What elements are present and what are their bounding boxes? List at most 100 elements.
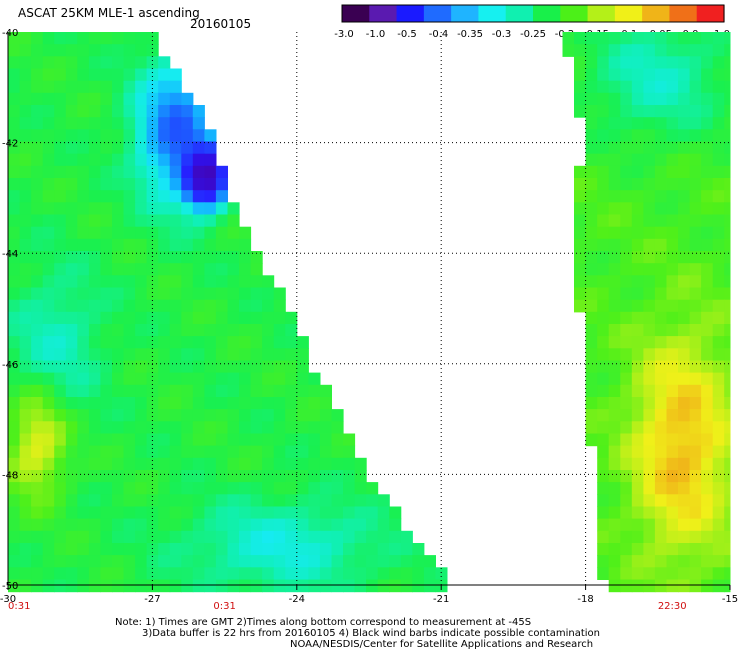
heatmap-cell — [631, 92, 644, 106]
heatmap-cell — [689, 80, 702, 94]
heatmap-cell — [135, 470, 148, 483]
heatmap-cell — [8, 202, 21, 215]
heatmap-cell — [8, 384, 21, 398]
heatmap-cell — [597, 457, 610, 471]
heatmap-cell — [54, 360, 67, 374]
heatmap-cell — [8, 433, 21, 447]
heatmap-cell — [678, 433, 691, 447]
heatmap-cell — [65, 299, 78, 313]
heatmap-cell — [112, 263, 125, 276]
heatmap-cell — [689, 494, 702, 507]
heatmap-cell — [100, 324, 113, 337]
heatmap-cell — [597, 190, 610, 203]
heatmap-cell — [724, 384, 731, 398]
heatmap-cell — [712, 56, 725, 69]
heatmap-cell — [8, 445, 21, 459]
heatmap-cell — [169, 360, 182, 374]
heatmap-cell — [135, 543, 148, 556]
heatmap-cell — [701, 226, 714, 240]
heatmap-cell — [631, 226, 644, 240]
heatmap-cell — [54, 457, 67, 471]
colorbar-swatch — [533, 5, 561, 22]
heatmap-cell — [319, 384, 332, 398]
heatmap-cell — [654, 433, 667, 447]
heatmap-cell — [146, 68, 159, 82]
heatmap-cell — [192, 311, 205, 325]
heatmap-cell — [631, 348, 644, 361]
heatmap-cell — [54, 311, 67, 325]
heatmap-cell — [620, 214, 633, 228]
heatmap-cell — [585, 336, 598, 349]
heatmap-cell — [192, 153, 205, 167]
heatmap-cell — [42, 433, 55, 447]
heatmap-cell — [227, 518, 240, 532]
heatmap-cell — [31, 165, 44, 179]
heatmap-cell — [65, 32, 78, 45]
heatmap-cell — [112, 238, 125, 252]
heatmap-cell — [100, 80, 113, 94]
heatmap-cell — [123, 384, 136, 398]
colorbar-swatch — [642, 5, 671, 22]
heatmap-cell — [689, 165, 702, 179]
heatmap-cell — [608, 56, 621, 69]
heatmap-cell — [88, 251, 101, 264]
heatmap-cell — [377, 543, 390, 556]
heatmap-cell — [77, 372, 90, 386]
heatmap-cell — [643, 202, 656, 215]
heatmap-cell — [123, 324, 136, 337]
heatmap-cell — [343, 567, 356, 580]
heatmap-cell — [250, 530, 263, 544]
heatmap-cell — [689, 433, 702, 447]
heatmap-cell — [689, 555, 702, 568]
heatmap-cell — [77, 409, 90, 422]
heatmap-cell — [689, 579, 702, 593]
heatmap-cell — [181, 348, 194, 361]
heatmap-cell — [88, 384, 101, 398]
heatmap-cell — [181, 336, 194, 349]
heatmap-cell — [701, 348, 714, 361]
heatmap-cell — [192, 457, 205, 471]
heatmap-cell — [8, 32, 21, 45]
heatmap-cell — [192, 105, 205, 118]
heatmap-cell — [42, 190, 55, 203]
heatmap-cell — [620, 336, 633, 349]
heatmap-cell — [169, 445, 182, 459]
heatmap-cell — [19, 336, 32, 349]
heatmap-cell — [250, 445, 263, 459]
heatmap-cell — [354, 457, 367, 471]
heatmap-cell — [192, 324, 205, 337]
heatmap-cell — [8, 56, 21, 69]
heatmap-cell — [666, 482, 679, 495]
heatmap-cell — [319, 409, 332, 422]
heatmap-cell — [678, 141, 691, 155]
heatmap-cell — [666, 226, 679, 240]
heatmap-cell — [215, 226, 228, 240]
heatmap-cell — [215, 360, 228, 374]
heatmap-cell — [597, 251, 610, 264]
heatmap-cell — [724, 360, 731, 374]
heatmap-cell — [215, 530, 228, 544]
heatmap-cell — [678, 68, 691, 82]
heatmap-cell — [42, 372, 55, 386]
heatmap-cell — [689, 421, 702, 434]
heatmap-cell — [112, 530, 125, 544]
heatmap-cell — [562, 32, 575, 45]
heatmap-cell — [250, 287, 263, 301]
heatmap-cell — [112, 457, 125, 471]
heatmap-cell — [620, 360, 633, 374]
heatmap-cell — [135, 324, 148, 337]
heatmap-cell — [239, 421, 252, 434]
heatmap-cell — [42, 336, 55, 349]
heatmap-cell — [620, 530, 633, 544]
heatmap-cell — [215, 190, 228, 203]
heatmap-cell — [19, 275, 32, 288]
heatmap-cell — [77, 445, 90, 459]
heatmap-cell — [19, 567, 32, 580]
heatmap-cell — [31, 555, 44, 568]
heatmap-cell — [597, 360, 610, 374]
heatmap-cell — [285, 457, 298, 471]
heatmap-cell — [712, 518, 725, 532]
heatmap-cell — [620, 433, 633, 447]
heatmap-cell — [100, 299, 113, 313]
heatmap-cell — [42, 129, 55, 142]
